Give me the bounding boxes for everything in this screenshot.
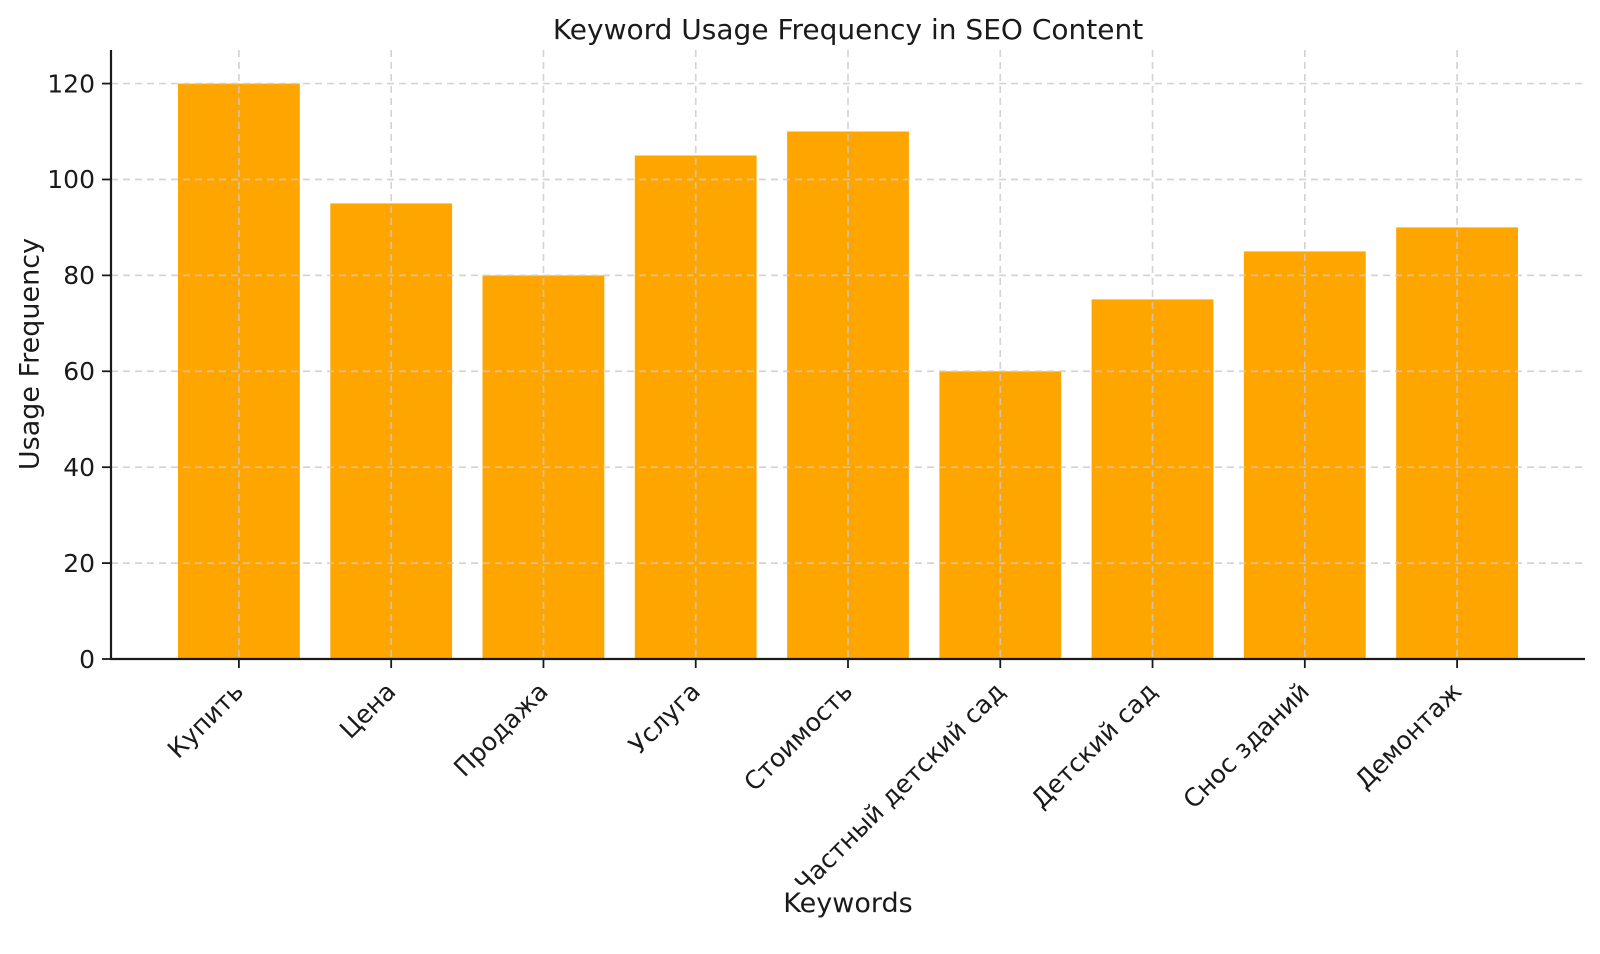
y-tick-label: 20 xyxy=(63,549,95,578)
chart-title: Keyword Usage Frequency in SEO Content xyxy=(552,13,1144,46)
y-tick-label: 60 xyxy=(63,357,95,386)
x-tick-label: Детский сад xyxy=(1025,677,1162,814)
y-tick-label: 120 xyxy=(47,69,95,98)
y-tick-label: 100 xyxy=(47,165,95,194)
bar xyxy=(1243,251,1366,659)
x-tick-label: Демонтаж xyxy=(1349,677,1467,795)
x-tick-label: Стоимость xyxy=(738,677,858,797)
bar xyxy=(1396,227,1518,659)
x-tick-label: Продажа xyxy=(448,677,554,783)
bar xyxy=(939,371,1062,659)
y-tick-label: 40 xyxy=(63,453,95,482)
x-axis-label: Keywords xyxy=(783,888,913,919)
bar xyxy=(634,155,757,659)
x-tick-label: Цена xyxy=(334,677,402,745)
x-tick-label: Купить xyxy=(162,677,249,764)
x-tick-label: Снос зданий xyxy=(1177,677,1315,815)
y-tick-label: 80 xyxy=(63,261,95,290)
y-tick-label: 0 xyxy=(79,645,95,674)
x-tick-label: Услуга xyxy=(623,677,706,760)
bar xyxy=(1091,299,1214,659)
